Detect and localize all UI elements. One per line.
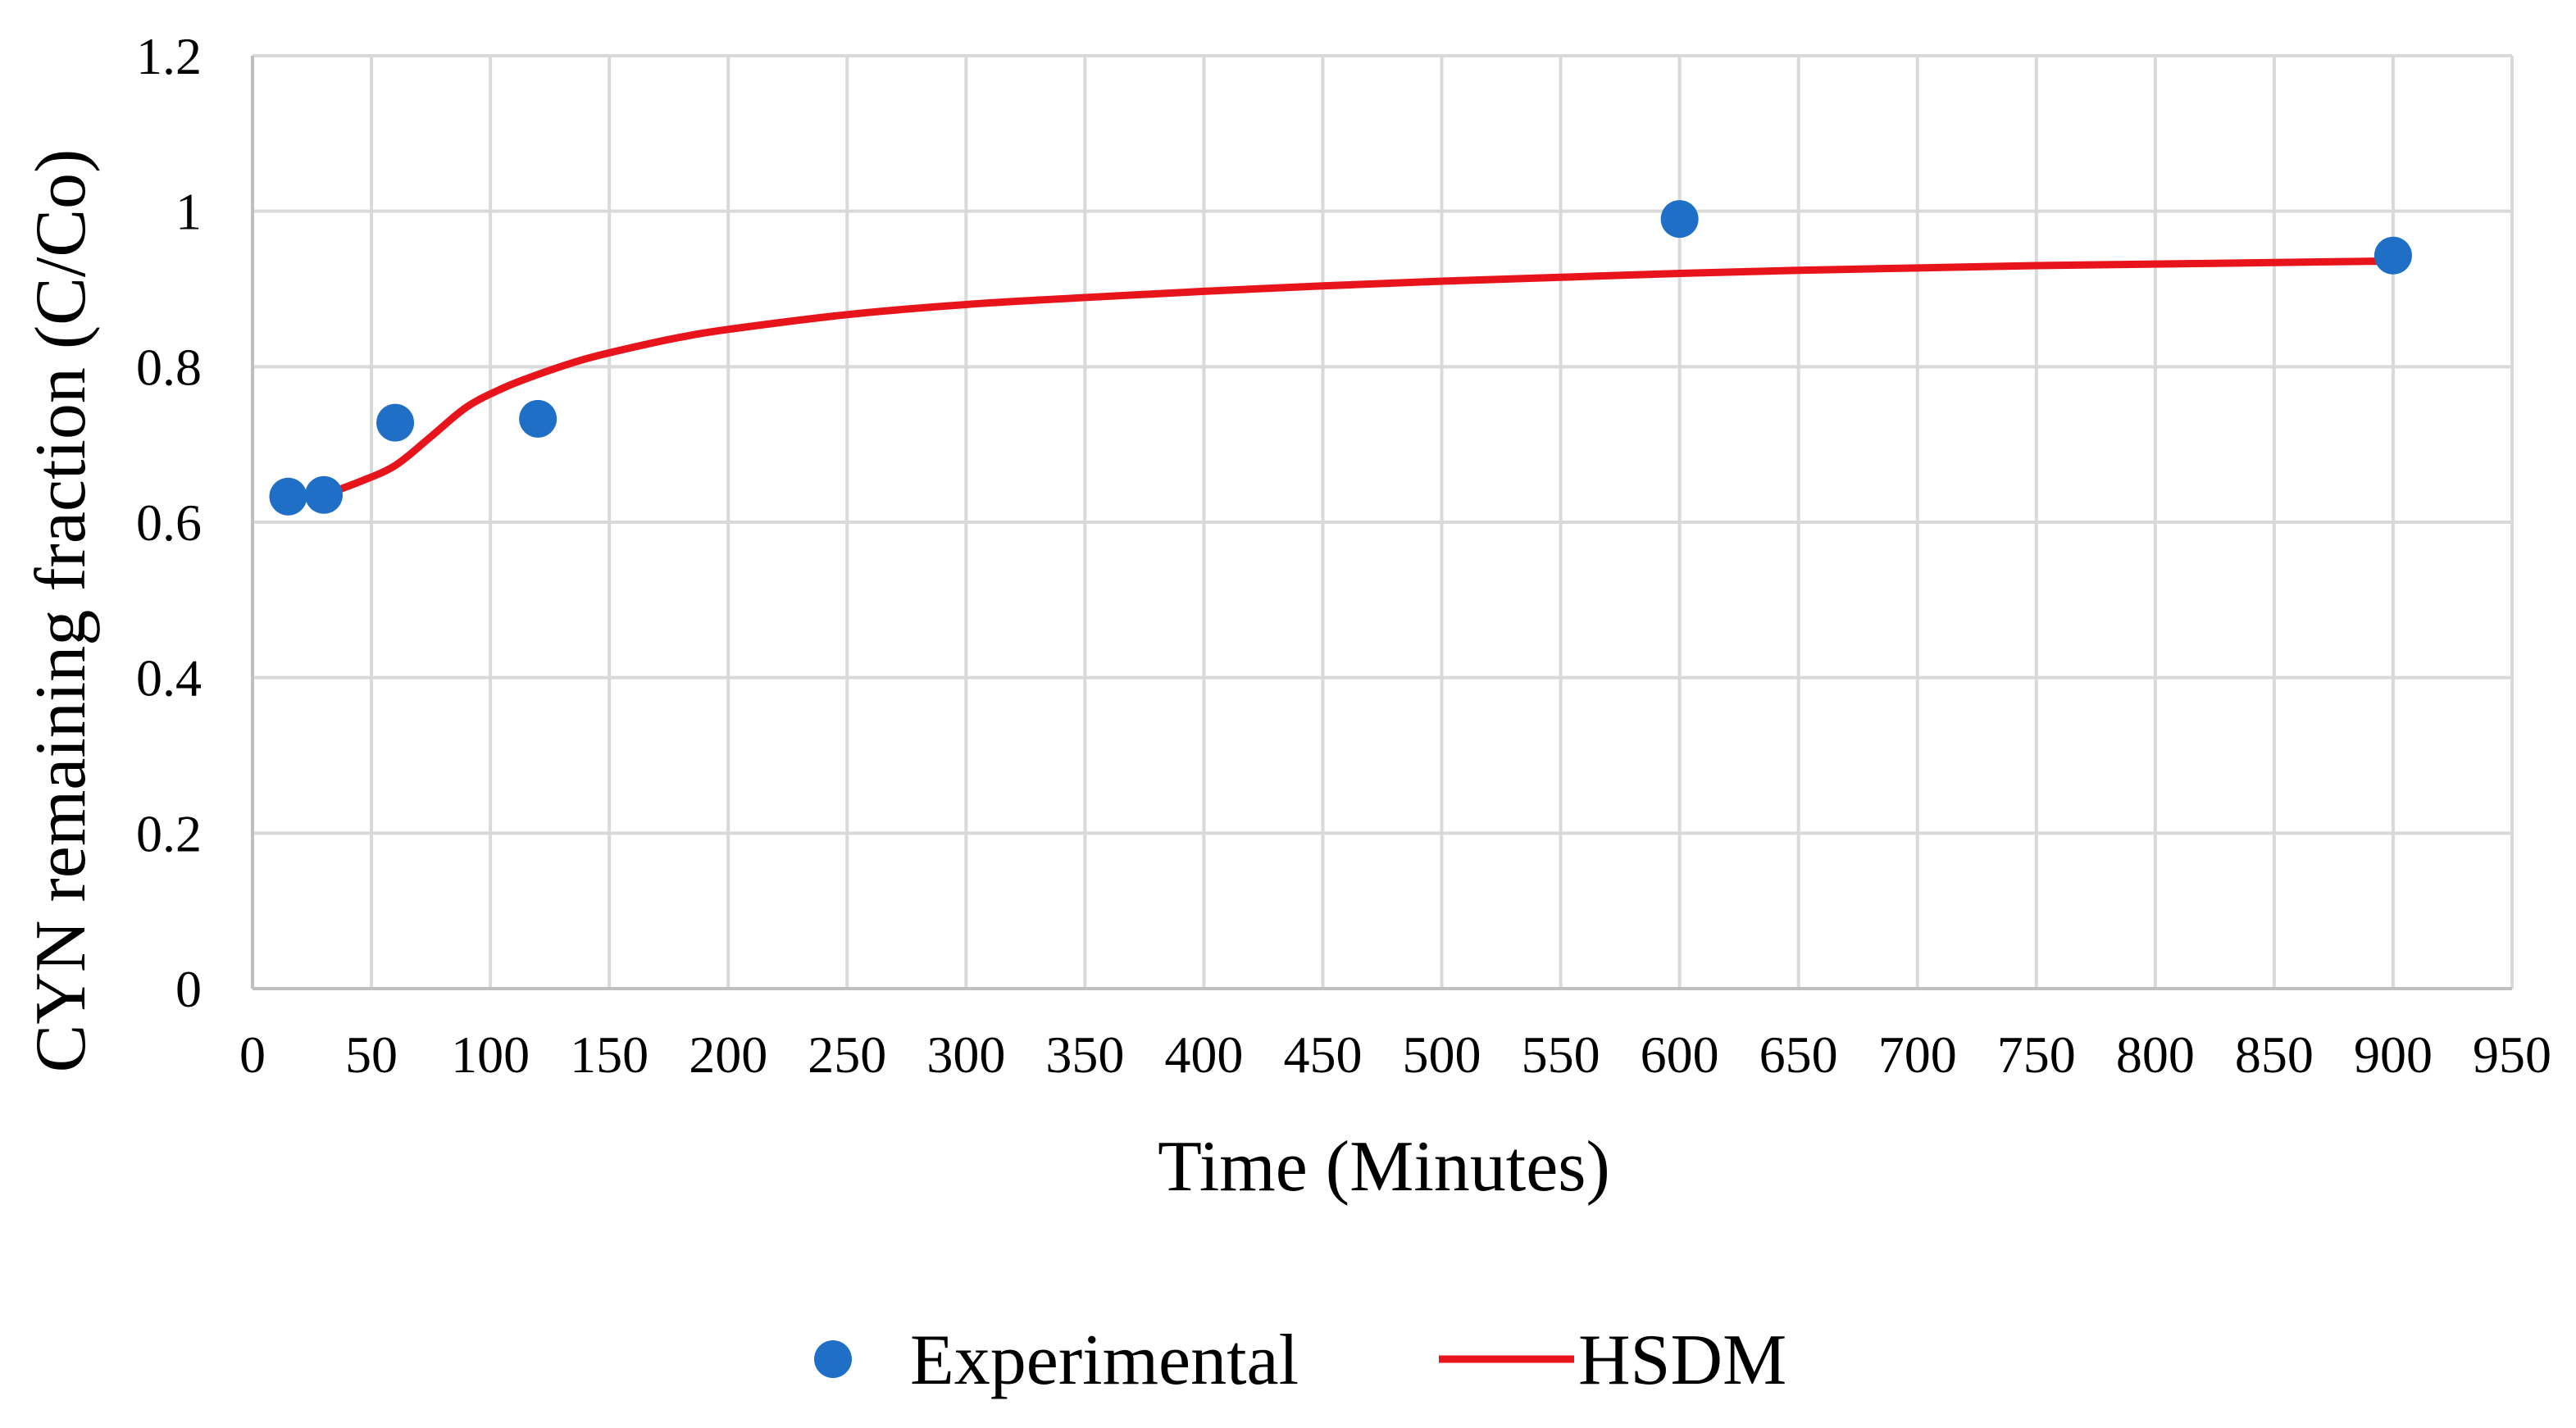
x-tick-label: 900 [2354, 1026, 2433, 1084]
experimental-point [305, 475, 344, 514]
y-axis-title: CYN remaining fraction (C/Co) [21, 149, 101, 1073]
experimental-point [1660, 200, 1699, 239]
experimental-point [269, 477, 307, 516]
series-hsdm [320, 257, 2397, 499]
x-tick-label: 550 [1522, 1026, 1600, 1084]
x-axis-title: Time (Minutes) [1158, 1127, 1610, 1207]
x-tick-label: 200 [689, 1026, 767, 1084]
y-tick-label: 0.6 [136, 493, 202, 552]
x-tick-labels: 0 50 100 150 200 250 300 350 400 450 500 550 600 650 7… [239, 1026, 2551, 1084]
series-experimental [269, 200, 2412, 516]
x-tick-label: 600 [1641, 1026, 1719, 1084]
experimental-point [376, 403, 415, 442]
x-tick-label: 250 [808, 1026, 886, 1084]
legend-label-hsdm: HSDM [1578, 1321, 1786, 1400]
axes [251, 56, 2512, 990]
x-tick-label: 100 [451, 1026, 530, 1084]
hsdm-line [320, 257, 2397, 499]
legend-label-experimental: Experimental [910, 1321, 1299, 1400]
experimental-point [519, 399, 558, 438]
x-tick-label: 650 [1759, 1026, 1838, 1084]
x-tick-label: 400 [1164, 1026, 1243, 1084]
x-tick-label: 0 [239, 1026, 266, 1084]
x-tick-label: 850 [2235, 1026, 2314, 1084]
y-tick-label: 0.4 [136, 649, 202, 707]
x-tick-label: 500 [1403, 1026, 1481, 1084]
y-tick-label: 1 [175, 183, 202, 241]
y-tick-label: 1.2 [136, 27, 202, 85]
y-tick-label: 0.8 [136, 338, 202, 396]
x-tick-label: 950 [2473, 1026, 2551, 1084]
y-tick-label: 0 [175, 960, 202, 1018]
y-tick-label: 0.2 [136, 804, 202, 862]
x-tick-label: 350 [1045, 1026, 1124, 1084]
x-tick-label: 800 [2116, 1026, 2195, 1084]
legend-marker-experimental [814, 1340, 852, 1378]
x-tick-label: 700 [1878, 1026, 1957, 1084]
gridlines [253, 54, 2514, 989]
legend: Experimental HSDM [814, 1321, 1786, 1400]
x-tick-label: 150 [570, 1026, 649, 1084]
y-tick-labels: 0 0.2 0.4 0.6 0.8 1 1.2 [136, 27, 202, 1018]
x-tick-label: 750 [1997, 1026, 2076, 1084]
x-tick-label: 300 [926, 1026, 1005, 1084]
experimental-point [2373, 236, 2412, 275]
x-tick-label: 50 [345, 1026, 398, 1084]
x-tick-label: 450 [1283, 1026, 1362, 1084]
